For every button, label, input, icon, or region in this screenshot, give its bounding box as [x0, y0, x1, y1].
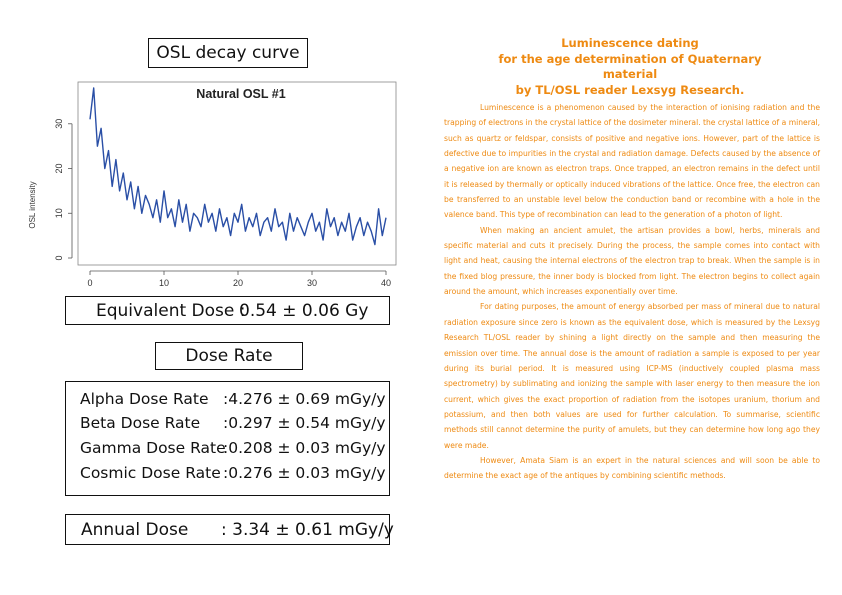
osl-title-text: OSL decay curve [156, 43, 300, 63]
x-tick-label: 40 [381, 278, 391, 288]
rate-value: :0.297 ± 0.54 mGy/y [223, 414, 386, 432]
x-tick-label: 20 [233, 278, 243, 288]
article-title-line: Luminescence dating [561, 36, 699, 50]
chart-y-axis-label: OSL intensity [28, 181, 37, 228]
rate-value: :0.208 ± 0.03 mGy/y [223, 439, 386, 457]
y-tick-label: 20 [54, 164, 64, 174]
y-tick-label: 10 [54, 208, 64, 218]
article-paragraph: Luminescence is a phenomenon caused by t… [444, 103, 820, 220]
plot-frame [77, 81, 397, 266]
equivalent-dose-box: Equivalent Dose : 0.54 ± 0.06 Gy [65, 296, 390, 325]
osl-chart: Natural OSL #1 OSL intensity 0 10 20 30 40 0 1… [24, 80, 404, 295]
rate-name: Alpha Dose Rate [80, 390, 209, 408]
article-paragraph: When making an ancient amulet, the artis… [444, 225, 820, 297]
chart-title: Natural OSL #1 [196, 87, 285, 101]
article-body: Luminescence is a phenomenon caused by t… [444, 100, 820, 484]
article-title-line: by TL/OSL reader Lexsyg Research. [515, 82, 745, 97]
rate-name: Beta Dose Rate [80, 414, 201, 432]
annual-dose-label: Annual Dose [81, 520, 189, 540]
x-tick-label: 30 [307, 278, 317, 288]
chart-axes: 0 10 20 30 40 0 10 20 30 [54, 119, 391, 288]
article-title-line: for the age determination of Quaternary … [498, 51, 762, 82]
dose-rate-title: Dose Rate [155, 342, 303, 370]
x-tick-label: 10 [159, 278, 169, 288]
y-tick-label: 30 [54, 119, 64, 129]
article-paragraph: However, Amata Siam is an expert in the … [444, 455, 820, 481]
y-tick-label: 0 [54, 255, 64, 260]
rate-name: Gamma Dose Rate [80, 439, 226, 457]
equivalent-dose-label: Equivalent Dose : [96, 300, 246, 321]
equivalent-dose-value: 0.54 ± 0.06 Gy [239, 300, 369, 321]
osl-series-line [89, 87, 387, 246]
dose-rate-table: Alpha Dose Rate :4.276 ± 0.69 mGy/y Beta… [65, 381, 390, 496]
dose-rate-title-text: Dose Rate [185, 346, 273, 366]
article-title: Luminescence dating for the age determin… [470, 36, 790, 98]
x-tick-label: 0 [87, 278, 92, 288]
article-paragraph: For dating purposes, the amount of energ… [444, 302, 820, 450]
rate-value: :4.276 ± 0.69 mGy/y [223, 390, 386, 408]
rate-name: Cosmic Dose Rate [80, 464, 221, 482]
osl-chart-svg: Natural OSL #1 OSL intensity 0 10 20 30 40 0 1… [28, 81, 397, 288]
annual-dose-value: : 3.34 ± 0.61 mGy/y [221, 520, 394, 540]
rate-value: :0.276 ± 0.03 mGy/y [223, 464, 386, 482]
osl-decay-curve-title: OSL decay curve [148, 38, 308, 68]
annual-dose-box: Annual Dose : 3.34 ± 0.61 mGy/y [65, 514, 394, 545]
